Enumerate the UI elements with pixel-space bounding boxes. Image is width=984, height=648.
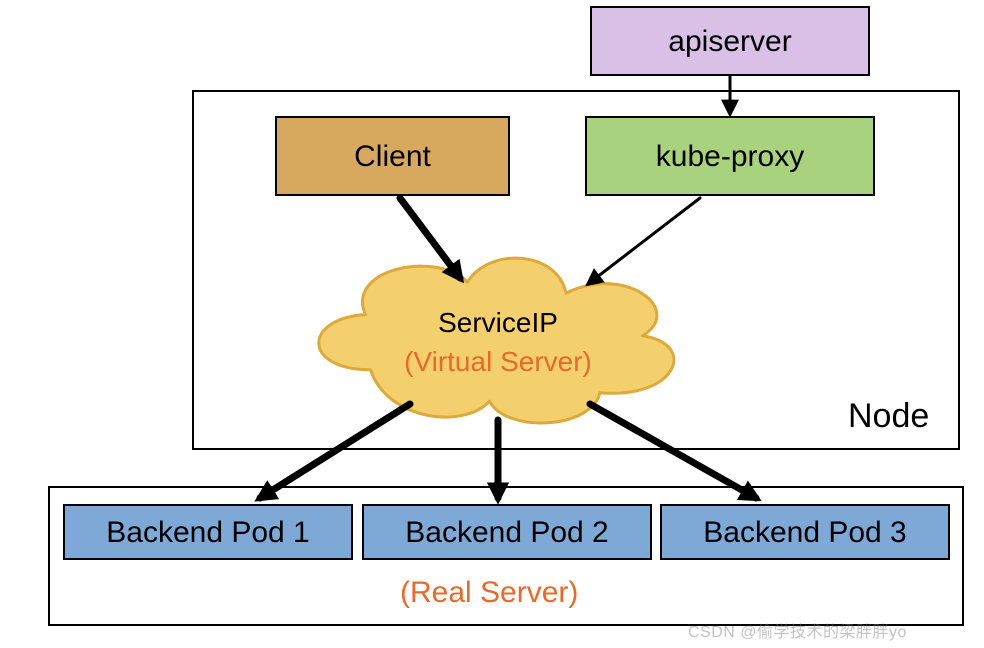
backend-pod-2-label: Backend Pod 2	[405, 516, 608, 549]
kube-proxy-label: kube-proxy	[656, 140, 804, 173]
backend-pod-1-label: Backend Pod 1	[106, 516, 309, 549]
node-frame-label: Node	[848, 398, 929, 435]
real-server-label: (Real Server)	[400, 576, 578, 609]
diagram-stage: Node apiserver Client kube-proxy Backend…	[0, 0, 984, 648]
backend-pod-1-box: Backend Pod 1	[63, 504, 353, 560]
watermark-text: CSDN @偷学技术的梁胖胖yo	[688, 618, 907, 642]
client-label: Client	[354, 140, 431, 173]
apiserver-label: apiserver	[668, 25, 791, 58]
kube-proxy-box: kube-proxy	[585, 116, 875, 196]
client-box: Client	[275, 116, 510, 196]
apiserver-box: apiserver	[590, 6, 870, 76]
backend-pod-3-label: Backend Pod 3	[703, 516, 906, 549]
backend-pod-2-box: Backend Pod 2	[362, 504, 652, 560]
backend-pod-3-box: Backend Pod 3	[660, 504, 950, 560]
